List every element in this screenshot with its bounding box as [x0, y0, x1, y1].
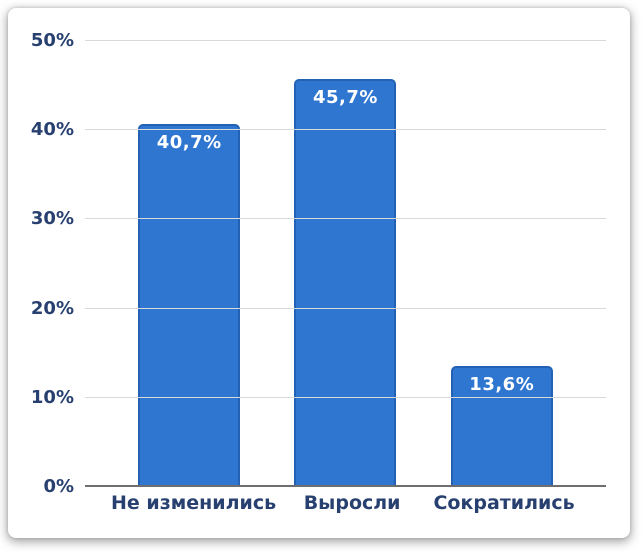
gridline: [85, 307, 606, 309]
gridline: [85, 218, 606, 220]
y-axis-tick-label: 40%: [30, 119, 74, 141]
bar-value-label: 13,6%: [469, 373, 535, 395]
plot-area: 40,7% 45,7% 13,6%: [85, 40, 606, 487]
x-axis-category-label: Выросли: [303, 492, 401, 514]
bar: 13,6%: [450, 365, 553, 487]
bar-slot: 13,6%: [424, 41, 580, 487]
x-axis-category-label: Сократились: [433, 492, 575, 514]
gridline: [85, 40, 606, 41]
bar-slot: 45,7%: [267, 41, 423, 487]
bar: 40,7%: [138, 123, 241, 487]
y-axis-tick-label: 0%: [43, 476, 74, 497]
y-axis-tick-label: 30%: [30, 208, 74, 230]
gridline: [85, 129, 606, 131]
y-axis-labels: 0% 10% 20% 30% 40% 50%: [8, 32, 74, 496]
chart-card: 0% 10% 20% 30% 40% 50% 40,7% 45,7% 13,6% Не изм…: [8, 8, 630, 538]
bar: 45,7%: [294, 79, 397, 487]
bars-row: 40,7% 45,7% 13,6%: [111, 41, 580, 487]
bar-value-label: 40,7%: [156, 131, 222, 153]
x-axis-labels: Не изменились Выросли Сократились: [111, 492, 580, 515]
y-axis-tick-label: 20%: [30, 297, 74, 319]
bar-value-label: 45,7%: [313, 87, 378, 109]
y-axis-tick-label: 50%: [30, 30, 74, 51]
x-axis-category-label: Не изменились: [111, 492, 277, 514]
y-axis-tick-label: 10%: [30, 386, 74, 408]
bar-slot: 40,7%: [111, 41, 267, 487]
x-axis-line: [85, 485, 606, 487]
gridline: [85, 396, 606, 398]
